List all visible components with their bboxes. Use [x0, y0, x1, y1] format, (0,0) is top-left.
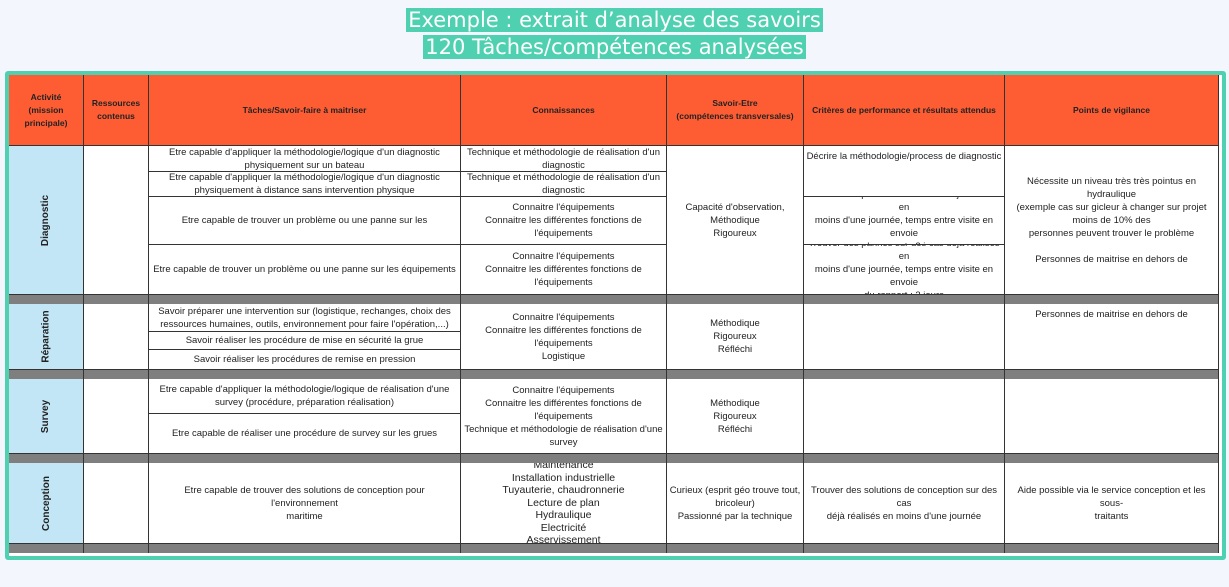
- separator-row: [804, 454, 1005, 463]
- criteria-cell: Trouver des solutions de conception sur …: [804, 463, 1005, 544]
- task-cell: Savoir réaliser les procédure de mise en…: [149, 332, 461, 350]
- separator-row: [84, 454, 149, 463]
- separator-row: [804, 295, 1005, 304]
- separator-row: [804, 370, 1005, 379]
- knowledge-cell: Connaitre l'équipements Connaitre les di…: [461, 197, 667, 245]
- header-cell: Activité (mission principale): [9, 75, 84, 146]
- separator-row: [667, 454, 804, 463]
- knowledge-cell: Maintenance Installation industrielle Tu…: [461, 463, 667, 544]
- activity-cell: Diagnostic: [9, 146, 84, 295]
- separator-row: [149, 544, 461, 553]
- resources-cell: [84, 379, 149, 454]
- header-cell: Critères de performance et résultats att…: [804, 75, 1005, 146]
- separator-row: [1005, 454, 1219, 463]
- header-cell: Ressources contenus: [84, 75, 149, 146]
- slide-title-line1: Exemple : extrait d’analyse des savoirs: [406, 8, 823, 32]
- separator-row: [149, 295, 461, 304]
- header-cell: Connaissances: [461, 75, 667, 146]
- header-cell: Savoir-Etre (compétences transversales): [667, 75, 804, 146]
- separator-row: [9, 370, 84, 379]
- separator-row: [84, 370, 149, 379]
- task-cell: Etre capable d'appliquer la méthodologie…: [149, 379, 461, 414]
- separator-row: [804, 544, 1005, 553]
- knowledge-cell: Technique et méthodologie de réalisation…: [461, 146, 667, 172]
- task-cell: Etre capable de réaliser une procédure d…: [149, 414, 461, 454]
- activity-label: Survey: [40, 399, 52, 433]
- header-cell: Points de vigilance: [1005, 75, 1219, 146]
- separator-row: [1005, 295, 1219, 304]
- criteria-cell: [804, 304, 1005, 370]
- separator-row: [461, 370, 667, 379]
- task-cell: Etre capable de trouver un problème ou u…: [149, 197, 461, 245]
- soft-skills-cell: Méthodique Rigoureux Réfléchi: [667, 304, 804, 370]
- task-cell: Etre capable d'appliquer la méthodologie…: [149, 172, 461, 197]
- separator-row: [9, 454, 84, 463]
- separator-row: [461, 544, 667, 553]
- separator-row: [84, 544, 149, 553]
- knowledge-cell: Technique et méthodologie de réalisation…: [461, 172, 667, 197]
- vigilance-cell: Aide possible via le service conception …: [1005, 463, 1219, 544]
- header-cell: Tâches/Savoir-faire à maitriser: [149, 75, 461, 146]
- vigilance-cell: Nécessite un niveau très très pointus en…: [1005, 146, 1219, 295]
- knowledge-cell: Connaitre l'équipements Connaitre les di…: [461, 379, 667, 454]
- activity-cell: Réparation: [9, 304, 84, 370]
- activity-cell: Conception: [9, 463, 84, 544]
- separator-row: [461, 295, 667, 304]
- separator-row: [667, 544, 804, 553]
- separator-row: [9, 544, 84, 553]
- vigilance-cell: Personnes de maitrise en dehors de: [1005, 304, 1219, 370]
- soft-skills-cell: Curieux (esprit géo trouve tout, bricole…: [667, 463, 804, 544]
- resources-cell: [84, 463, 149, 544]
- task-cell: Savoir réaliser les procédures de remise…: [149, 350, 461, 370]
- knowledge-cell: Connaitre l'équipements Connaitre les di…: [461, 245, 667, 295]
- resources-cell: [84, 304, 149, 370]
- activity-label: Réparation: [40, 310, 52, 363]
- separator-row: [1005, 370, 1219, 379]
- separator-row: [461, 454, 667, 463]
- separator-row: [149, 370, 461, 379]
- separator-row: [84, 295, 149, 304]
- slide-title-line2: 120 Tâches/compétences analysées: [423, 35, 806, 59]
- soft-skills-cell: Méthodique Rigoureux Réfléchi: [667, 379, 804, 454]
- task-cell: Etre capable de trouver des solutions de…: [149, 463, 461, 544]
- skills-table: Activité (mission principale) Ressources …: [5, 71, 1226, 560]
- activity-cell: Survey: [9, 379, 84, 454]
- criteria-cell: Décrire la méthodologie/process de diagn…: [804, 146, 1005, 197]
- separator-row: [9, 295, 84, 304]
- knowledge-cell: Connaitre l'équipements Connaitre les di…: [461, 304, 667, 370]
- activity-label: Diagnostic: [40, 194, 52, 246]
- separator-row: [667, 295, 804, 304]
- task-cell: Savoir préparer une intervention sur (lo…: [149, 304, 461, 332]
- separator-row: [1005, 544, 1219, 553]
- task-cell: Etre capable de trouver un problème ou u…: [149, 245, 461, 295]
- criteria-cell: [804, 379, 1005, 454]
- separator-row: [149, 454, 461, 463]
- vigilance-cell: [1005, 379, 1219, 454]
- soft-skills-cell: Capacité d'observation, Méthodique Rigou…: [667, 146, 804, 295]
- task-cell: Etre capable d'appliquer la méthodologie…: [149, 146, 461, 172]
- activity-label: Conception: [40, 475, 52, 531]
- resources-cell: [84, 146, 149, 295]
- separator-row: [667, 370, 804, 379]
